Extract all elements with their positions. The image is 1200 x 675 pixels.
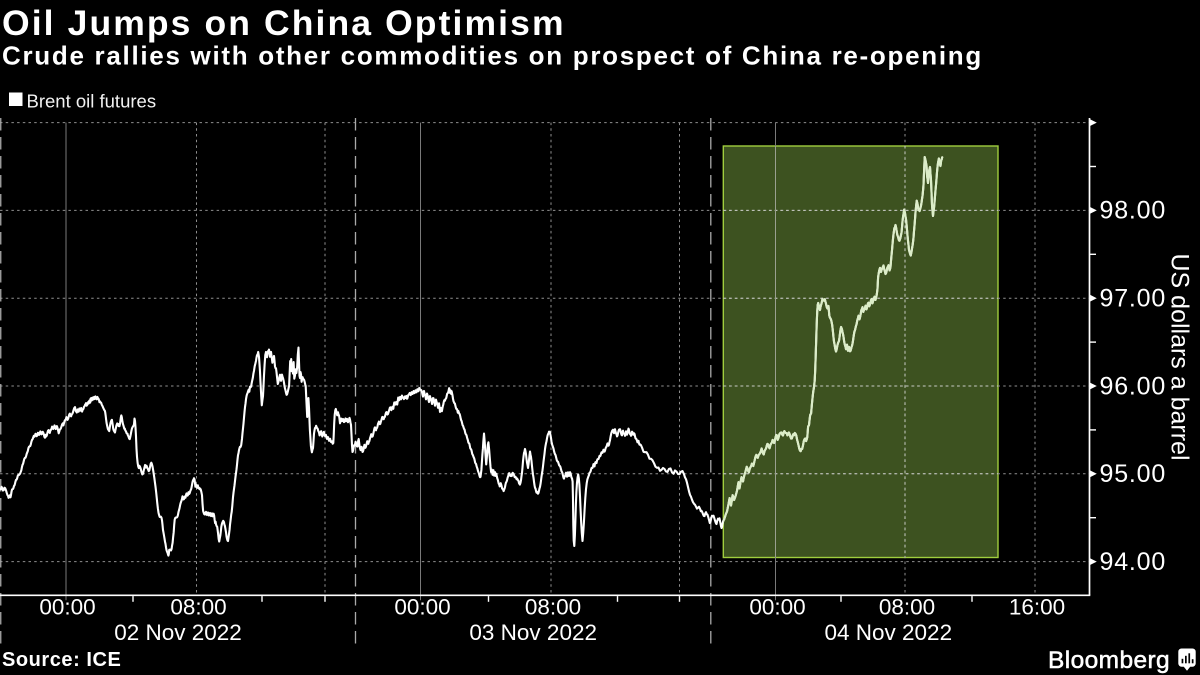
svg-text:97.00: 97.00 xyxy=(1100,285,1167,313)
svg-text:95.00: 95.00 xyxy=(1100,460,1167,488)
svg-text:00:00: 00:00 xyxy=(39,595,95,620)
svg-text:04 Nov 2022: 04 Nov 2022 xyxy=(824,620,952,645)
svg-text:08:00: 08:00 xyxy=(879,595,935,620)
svg-text:16:00: 16:00 xyxy=(1009,595,1065,620)
svg-text:Oil Jumps on China Optimism: Oil Jumps on China Optimism xyxy=(2,3,566,43)
svg-text:96.00: 96.00 xyxy=(1100,372,1167,400)
svg-text:Bloomberg: Bloomberg xyxy=(1048,647,1170,674)
svg-text:08:00: 08:00 xyxy=(170,595,226,620)
svg-text:00:00: 00:00 xyxy=(749,595,805,620)
svg-text:Source: ICE: Source: ICE xyxy=(2,649,121,671)
svg-text:Crude rallies with other commo: Crude rallies with other commodities on … xyxy=(2,41,983,71)
svg-text:03 Nov 2022: 03 Nov 2022 xyxy=(469,620,597,645)
svg-text:00:00: 00:00 xyxy=(394,595,450,620)
svg-text:02 Nov 2022: 02 Nov 2022 xyxy=(114,620,242,645)
svg-text:Brent oil futures: Brent oil futures xyxy=(27,91,157,112)
svg-text:98.00: 98.00 xyxy=(1100,197,1167,225)
svg-text:US dollars a barrel: US dollars a barrel xyxy=(1166,253,1194,460)
svg-text:94.00: 94.00 xyxy=(1100,548,1167,576)
svg-text:08:00: 08:00 xyxy=(525,595,581,620)
